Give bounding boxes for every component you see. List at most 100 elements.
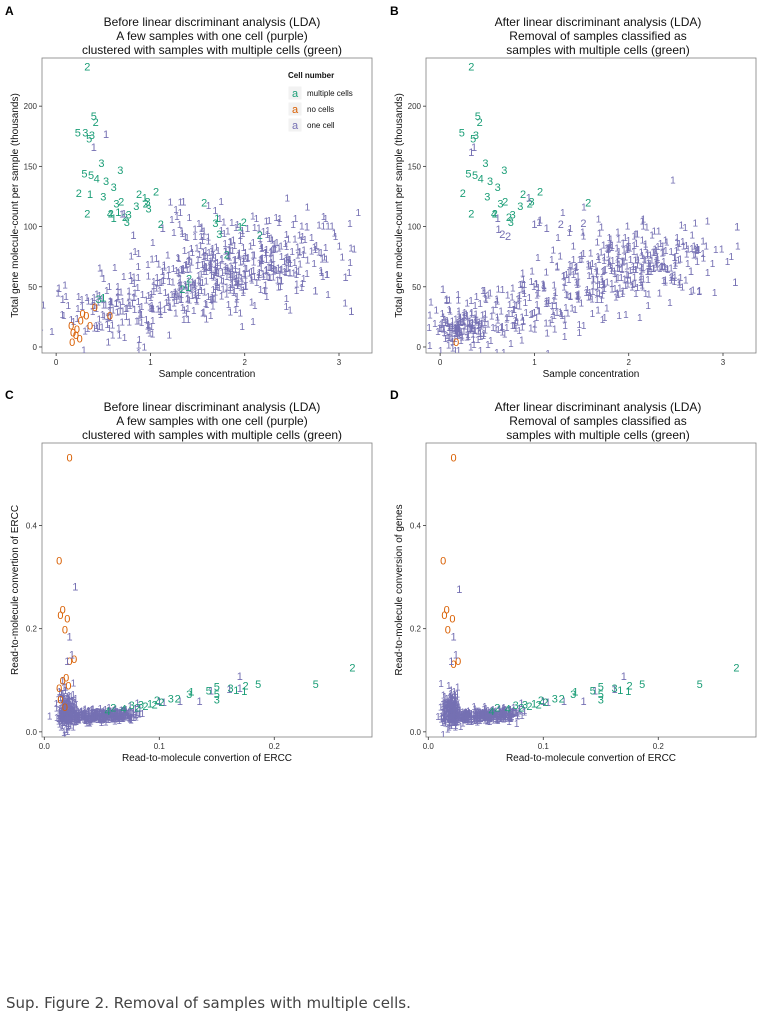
point-one-cell: 1	[452, 690, 458, 701]
point-one-cell: 1	[515, 295, 521, 306]
point-one-cell: 1	[242, 282, 248, 293]
point-one-cell: 1	[568, 267, 574, 278]
point-multiple: 3	[501, 165, 507, 177]
point-one-cell: 1	[447, 711, 453, 722]
point-one-cell: 1	[446, 340, 452, 351]
point-one-cell: 1	[441, 324, 447, 335]
point-one-cell: 1	[456, 323, 462, 334]
point-one-cell: 1	[228, 270, 234, 281]
point-one-cell: 1	[719, 244, 725, 255]
legend-title: Cell number	[288, 71, 334, 80]
point-one-cell: 1	[60, 707, 66, 718]
point-one-cell: 1	[136, 341, 142, 352]
point-one-cell: 1	[287, 255, 293, 266]
point-one-cell: 1	[489, 312, 495, 323]
point-one-cell: 1	[448, 700, 454, 711]
point-one-cell: 1	[449, 697, 455, 708]
point-one-cell: 1	[192, 290, 198, 301]
point-one-cell: 1	[71, 679, 77, 690]
point-one-cell: 1	[196, 288, 202, 299]
point-one-cell: 1	[207, 262, 213, 273]
point-one-cell: 1	[96, 707, 102, 718]
point-one-cell: 1	[126, 708, 132, 719]
point-one-cell: 1	[67, 708, 73, 719]
point-one-cell: 1	[84, 714, 90, 725]
point-one-cell: 1	[503, 713, 509, 724]
point-one-cell: 1	[644, 222, 650, 233]
point-one-cell: 1	[504, 323, 510, 334]
point-one-cell: 1	[60, 721, 66, 732]
point-one-cell: 1	[73, 717, 79, 728]
point-one-cell: 1	[299, 283, 305, 294]
point-one-cell: 1	[480, 711, 486, 722]
y-tick-label: 0.0	[26, 728, 38, 737]
point-one-cell: 1	[448, 693, 454, 704]
point-one-cell: 1	[90, 713, 96, 724]
point-one-cell: 1	[266, 216, 272, 227]
point-one-cell: 1	[108, 709, 114, 720]
point-one-cell: 1	[236, 270, 242, 281]
point-one-cell: 1	[483, 714, 489, 725]
point-one-cell: 1	[200, 278, 206, 289]
point-one-cell: 1	[319, 255, 325, 266]
point-one-cell: 1	[428, 297, 434, 308]
point-one-cell: 1	[100, 715, 106, 726]
point-one-cell: 1	[117, 709, 123, 720]
point-one-cell: 1	[499, 706, 505, 717]
legend-key	[287, 117, 303, 133]
point-one-cell: 1	[507, 710, 513, 721]
point-one-cell: 1	[484, 707, 490, 718]
legend-key	[287, 85, 303, 101]
point-multiple: 3	[508, 217, 514, 229]
point-one-cell: 1	[229, 280, 235, 291]
point-one-cell: 1	[111, 712, 117, 723]
point-one-cell: 1	[627, 243, 633, 254]
point-one-cell: 1	[620, 257, 626, 268]
point-one-cell: 1	[107, 307, 113, 318]
point-one-cell: 1	[491, 709, 497, 720]
point-one-cell: 1	[643, 242, 649, 253]
point-one-cell: 1	[68, 709, 74, 720]
point-one-cell: 1	[482, 314, 488, 325]
point-none: 0	[445, 625, 451, 637]
point-one-cell: 1	[563, 303, 569, 314]
point-one: 1	[237, 671, 243, 683]
point-one-cell: 1	[490, 705, 496, 716]
point-none: 0	[77, 334, 83, 346]
point-one-cell: 1	[250, 250, 256, 261]
point-one-cell: 1	[88, 716, 94, 727]
point-one-cell: 1	[445, 712, 451, 723]
point-one-cell: 1	[204, 253, 210, 264]
point-one-cell: 1	[650, 247, 656, 258]
point-one-cell: 1	[519, 313, 525, 324]
point-multiple: 2	[526, 701, 532, 713]
point-one-cell: 1	[74, 709, 80, 720]
panel-letter: B	[390, 4, 399, 18]
point-one-cell: 1	[468, 712, 474, 723]
point-one-cell: 1	[97, 291, 103, 302]
point-one-cell: 1	[118, 711, 124, 722]
point-one-cell: 1	[450, 321, 456, 332]
point-one-cell: 1	[497, 710, 503, 721]
point-one-cell: 1	[638, 278, 644, 289]
point-one-cell: 1	[457, 327, 463, 338]
point-one-cell: 1	[438, 679, 444, 690]
point-one-cell: 1	[455, 322, 461, 333]
point-one-cell: 1	[456, 330, 462, 341]
point-one-cell: 1	[573, 267, 579, 278]
point-one-cell: 1	[84, 715, 90, 726]
point-multiple: 1	[147, 698, 153, 710]
x-axis-label: Read-to-molecule convertion of ERCC	[506, 753, 676, 764]
point-one-cell: 1	[216, 283, 222, 294]
point-one-cell: 1	[649, 255, 655, 266]
point-multiple: 2	[585, 197, 591, 209]
point-multiple: 3	[103, 176, 109, 188]
point-one-cell: 1	[64, 715, 70, 726]
point-one-cell: 1	[612, 284, 618, 295]
point-one-cell: 1	[92, 714, 98, 725]
point-one-cell: 1	[200, 260, 206, 271]
point-one-cell: 1	[461, 713, 467, 724]
point-one-cell: 1	[210, 302, 216, 313]
point-multiple: 1	[531, 698, 537, 710]
point-one-cell: 1	[180, 264, 186, 275]
